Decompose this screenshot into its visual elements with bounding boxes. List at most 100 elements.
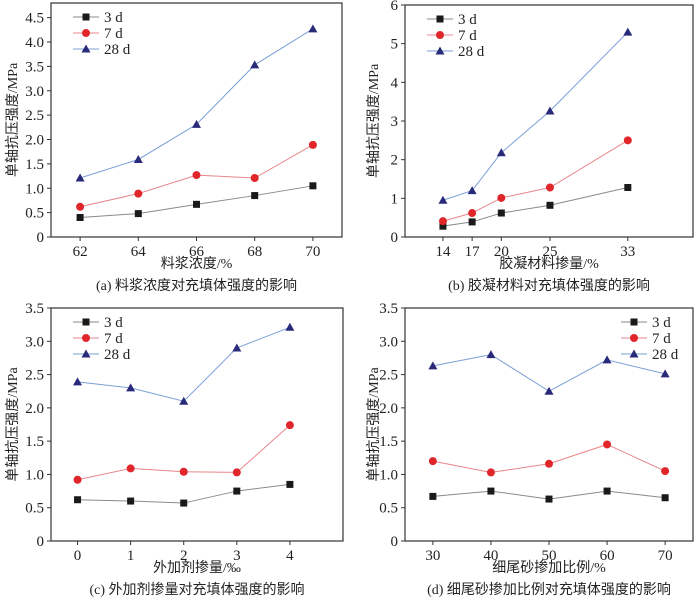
x-tick-label: 1 — [127, 548, 135, 564]
data-point — [308, 140, 317, 149]
data-point — [308, 24, 318, 33]
x-tick-label: 68 — [247, 244, 262, 260]
y-tick-label: 1.0 — [379, 467, 398, 483]
data-point — [250, 174, 259, 183]
data-point — [75, 173, 85, 182]
data-point — [486, 468, 495, 477]
data-point — [429, 492, 437, 500]
legend-marker — [82, 29, 90, 37]
y-tick-label: 3.5 — [25, 59, 44, 75]
chart-panel-b: 0 1 2 3 4 5 6 14 17 20 25 33 胶凝材料掺量/% 单轴抗压强度/MPa (b) 胶… — [366, 0, 694, 294]
x-tick-label: 62 — [73, 244, 88, 260]
data-point — [179, 467, 188, 476]
data-point — [603, 440, 612, 449]
x-axis-label: 料浆浓度/% — [161, 256, 233, 272]
legend-marker — [630, 334, 638, 342]
x-tick-label: 66 — [189, 244, 205, 260]
series-28d — [428, 350, 670, 395]
legend: 3 d7 d28 d — [73, 315, 131, 363]
legend-label: 3 d — [458, 12, 477, 28]
y-tick-label: 1 — [391, 191, 399, 207]
series-line — [442, 139, 629, 222]
series-7d — [76, 140, 317, 211]
data-point — [545, 459, 553, 468]
data-point — [497, 193, 506, 202]
y-tick-label: 0 — [37, 534, 45, 550]
legend-marker — [82, 318, 90, 326]
plot-frame — [50, 307, 344, 542]
y-tick-label: 4.5 — [25, 11, 44, 27]
y-tick-label: 2.0 — [25, 401, 44, 417]
y-tick-label: 2.5 — [25, 368, 44, 384]
legend-marker — [630, 318, 638, 326]
data-point — [486, 350, 496, 359]
data-point — [309, 182, 317, 190]
x-tick-label: 70 — [305, 244, 320, 260]
y-axis-label: 单轴抗压强度/MPa — [5, 367, 21, 482]
x-tick-label: 3 — [233, 548, 241, 564]
x-tick-label: 70 — [658, 548, 673, 564]
x-tick-label: 17 — [465, 244, 481, 260]
data-point — [232, 343, 242, 352]
panel-caption: (d) 细尾砂掺加比例对充填体强度的影响 — [427, 581, 671, 598]
chart-panel-d: 0 0.5 1.0 1.5 2.0 2.5 3.0 3.5 30 40 50 60 70 细尾砂掺加比例/… — [366, 301, 694, 598]
x-tick-label: 50 — [542, 548, 557, 564]
data-point — [487, 487, 495, 495]
legend-label: 28 d — [104, 42, 131, 58]
series-3d — [76, 182, 317, 221]
legend-label: 3 d — [104, 315, 123, 331]
data-point — [602, 355, 612, 364]
data-point — [285, 421, 294, 430]
y-tick-label: 0.5 — [25, 206, 44, 222]
data-point — [76, 202, 85, 211]
series-line — [432, 443, 666, 473]
legend: 3 d7 d28 d — [621, 315, 679, 363]
legend-marker — [436, 15, 444, 23]
y-tick-label: 2.0 — [379, 401, 398, 417]
legend-label: 7 d — [104, 26, 123, 42]
series-line — [432, 354, 666, 392]
series-7d — [428, 440, 670, 477]
legend-label: 7 d — [458, 28, 477, 44]
data-point — [623, 27, 633, 36]
legend-label: 7 d — [104, 331, 123, 347]
legend-marker — [81, 44, 91, 53]
panel-caption: (b) 胶凝材料对充填体强度的影响 — [448, 277, 650, 294]
legend-marker — [629, 349, 639, 358]
data-point — [133, 154, 143, 163]
legend-label: 28 d — [652, 347, 679, 363]
data-point — [127, 497, 135, 505]
x-tick-label: 2 — [180, 548, 188, 564]
legend-marker — [436, 31, 444, 39]
y-tick-label: 4.0 — [25, 35, 44, 51]
data-point — [251, 192, 259, 200]
y-tick-label: 2 — [391, 153, 399, 169]
data-point — [467, 186, 477, 195]
data-point — [179, 396, 189, 405]
y-axis-label: 单轴抗压强度/MPa — [366, 63, 382, 178]
x-tick-label: 60 — [600, 548, 615, 564]
x-tick-label: 4 — [286, 548, 294, 564]
data-point — [193, 200, 200, 208]
y-tick-label: 2.5 — [25, 108, 44, 124]
series-7d — [73, 421, 294, 484]
series-7d — [438, 136, 632, 226]
series-28d — [75, 24, 318, 182]
x-tick-label: 25 — [542, 244, 557, 260]
y-tick-label: 1.5 — [25, 157, 44, 173]
series-3d — [429, 487, 669, 503]
data-point — [438, 195, 448, 204]
y-tick-label: 2.0 — [25, 133, 44, 149]
data-point — [439, 222, 447, 230]
legend: 3 d7 d28 d — [73, 10, 131, 58]
x-tick-label: 20 — [494, 244, 509, 260]
x-tick-label: 30 — [425, 548, 440, 564]
data-point — [438, 217, 447, 226]
y-tick-label: 1.0 — [25, 181, 44, 197]
legend-marker — [435, 46, 445, 55]
data-point — [73, 475, 82, 484]
y-tick-label: 0 — [391, 230, 399, 246]
data-point — [661, 467, 670, 476]
data-point — [74, 496, 82, 504]
